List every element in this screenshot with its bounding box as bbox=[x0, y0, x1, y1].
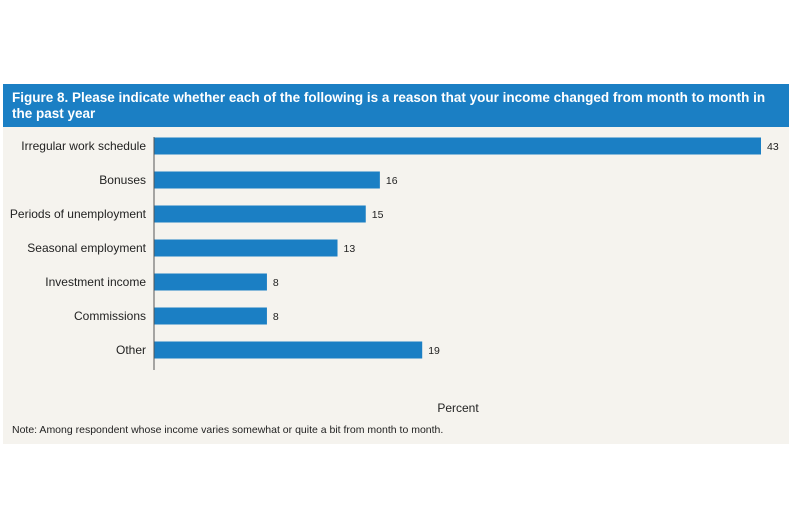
bar-chart: Irregular work schedule 43 Bonuses 16 Period… bbox=[10, 137, 779, 415]
bar bbox=[154, 171, 380, 189]
bar bbox=[154, 341, 423, 359]
value-label: 8 bbox=[273, 311, 279, 323]
category-label: Irregular work schedule bbox=[21, 139, 146, 153]
bar bbox=[154, 273, 267, 291]
figure-header: Figure 8. Please indicate whether each o… bbox=[3, 84, 789, 127]
bar bbox=[154, 307, 267, 325]
bar bbox=[154, 137, 761, 155]
value-label: 13 bbox=[344, 243, 356, 255]
figure-panel: Figure 8. Please indicate whether each o… bbox=[3, 84, 789, 444]
x-axis-label: Percent bbox=[437, 401, 479, 415]
value-label: 43 bbox=[767, 141, 779, 153]
category-label: Seasonal employment bbox=[27, 241, 146, 255]
value-label: 8 bbox=[273, 277, 279, 289]
category-label: Commissions bbox=[74, 309, 146, 323]
value-label: 16 bbox=[386, 175, 398, 187]
bar bbox=[154, 239, 338, 257]
category-label: Periods of unemployment bbox=[10, 207, 147, 221]
category-label: Investment income bbox=[45, 275, 146, 289]
category-label: Bonuses bbox=[99, 173, 146, 187]
chart-title: Figure 8. Please indicate whether each o… bbox=[12, 90, 766, 121]
bar bbox=[154, 205, 366, 223]
value-label: 15 bbox=[372, 209, 384, 221]
figure-note: Note: Among respondent whose income vari… bbox=[12, 424, 444, 436]
category-label: Other bbox=[116, 343, 146, 357]
value-label: 19 bbox=[428, 345, 440, 357]
bars-layer: Irregular work schedule 43 Bonuses 16 Period… bbox=[10, 137, 779, 359]
